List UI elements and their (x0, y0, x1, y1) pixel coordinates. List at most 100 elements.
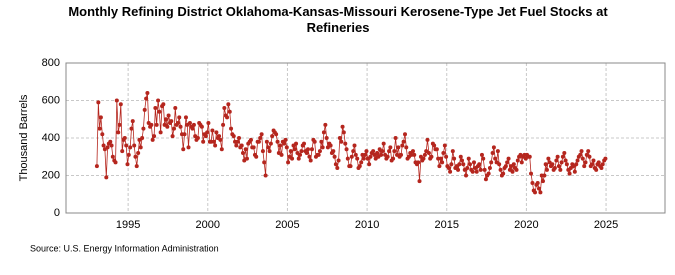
data-point (126, 152, 131, 157)
data-point (210, 128, 215, 133)
data-point (195, 136, 200, 140)
data-point (221, 122, 226, 127)
data-point (239, 143, 244, 148)
data-point (471, 160, 476, 165)
data-point (470, 169, 475, 174)
data-point (364, 149, 369, 154)
data-point (556, 164, 561, 169)
data-point (305, 147, 310, 152)
source-note: Source: U.S. Energy Information Administ… (30, 243, 219, 253)
data-point (515, 158, 520, 163)
data-point (154, 122, 159, 127)
data-point (248, 137, 253, 142)
data-point (401, 139, 406, 144)
data-point (583, 160, 588, 165)
data-point (567, 171, 572, 176)
data-point (535, 181, 540, 185)
data-point (434, 147, 439, 152)
data-point (294, 141, 299, 146)
data-point (393, 136, 398, 140)
data-point (564, 162, 569, 167)
data-point (336, 158, 341, 163)
data-point (337, 136, 342, 140)
data-point (603, 156, 608, 161)
data-point (178, 124, 183, 129)
data-point (503, 164, 508, 169)
data-point (510, 169, 515, 174)
data-point (175, 121, 180, 125)
data-point (270, 134, 275, 139)
data-point (367, 162, 372, 167)
data-point (586, 149, 591, 154)
data-point (96, 100, 101, 105)
data-point (116, 130, 121, 135)
data-point (552, 166, 557, 170)
data-point (331, 149, 336, 154)
data-point (421, 156, 426, 161)
data-point (94, 164, 99, 169)
data-point (446, 166, 451, 170)
data-point (501, 171, 506, 176)
data-point (229, 126, 234, 131)
data-point (225, 115, 230, 120)
data-point (388, 145, 393, 150)
plot-frame (65, 62, 666, 214)
data-point (493, 156, 498, 161)
data-point (400, 143, 405, 148)
data-point (353, 152, 358, 157)
data-point (319, 139, 324, 144)
data-point (304, 151, 309, 155)
data-point (574, 162, 579, 167)
data-point (264, 139, 269, 144)
data-point (268, 141, 273, 146)
data-point (156, 98, 161, 103)
data-point (550, 162, 555, 167)
data-point (355, 156, 360, 161)
data-point (437, 164, 442, 169)
data-point (519, 160, 524, 165)
data-point (187, 121, 192, 125)
data-point (363, 152, 368, 157)
data-point (298, 152, 303, 157)
data-point (282, 141, 287, 146)
x-tick-label: 2020 (514, 219, 538, 231)
data-point (141, 126, 146, 131)
data-point (169, 119, 174, 124)
data-point (495, 149, 500, 154)
data-point (323, 122, 328, 127)
data-point (183, 115, 188, 120)
data-point (104, 175, 109, 180)
data-point (320, 145, 325, 150)
data-point (134, 164, 139, 169)
data-point (145, 91, 150, 95)
data-point (538, 190, 543, 195)
data-point (530, 181, 535, 185)
data-point (391, 156, 396, 161)
data-point (351, 149, 356, 154)
data-point (563, 158, 568, 163)
data-point (544, 167, 549, 172)
data-point (482, 167, 487, 172)
data-point (286, 160, 291, 165)
data-point (465, 166, 470, 170)
data-point (505, 160, 510, 165)
data-point (309, 147, 314, 152)
data-point (244, 156, 249, 161)
data-point (448, 169, 453, 174)
data-point (527, 154, 532, 159)
data-point (222, 106, 227, 110)
data-point (381, 141, 386, 146)
data-point (559, 160, 564, 165)
data-point (328, 143, 333, 148)
data-point (554, 158, 559, 163)
data-point (441, 151, 446, 155)
y-tick-label: 800 (42, 57, 60, 69)
data-point (205, 130, 210, 135)
data-point (344, 147, 349, 152)
data-point (540, 179, 545, 184)
data-point (587, 154, 592, 159)
data-point (108, 139, 113, 144)
data-point (349, 154, 354, 159)
data-point (399, 152, 404, 157)
